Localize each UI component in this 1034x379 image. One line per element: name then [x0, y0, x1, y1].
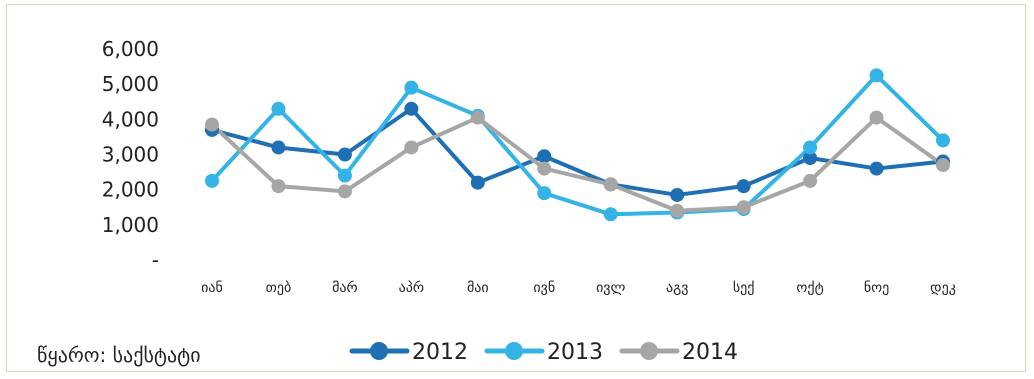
line-chart: - 1,000 2,000 3,000 4,000 5,000 6,000 იან თებ მა…: [37, 37, 956, 367]
legend-label-2012: 2012: [412, 340, 468, 365]
y-tick-label: 2,000: [102, 178, 159, 202]
x-tick-label: იან: [201, 280, 223, 296]
data-point-2013: [537, 186, 552, 201]
data-point-2014: [470, 110, 485, 125]
chart-frame: - 1,000 2,000 3,000 4,000 5,000 6,000 იან თებ მა…: [6, 4, 1026, 372]
data-point-2014: [869, 110, 884, 125]
x-tick-label: დეკ: [930, 280, 956, 296]
y-tick-label: -: [152, 248, 159, 272]
data-point-2013: [205, 173, 219, 188]
data-point-2014: [603, 177, 618, 192]
data-point-2013: [869, 68, 884, 83]
data-point-2012: [404, 101, 419, 116]
y-tick-label: 3,000: [102, 143, 159, 167]
series-points: [205, 68, 950, 222]
x-tick-label: მაი: [467, 280, 489, 296]
legend-label-2013: 2013: [547, 340, 603, 365]
data-point-2014: [537, 161, 552, 176]
data-point-2014: [936, 158, 950, 173]
x-tick-label: ნოე: [864, 280, 889, 296]
data-point-2014: [670, 203, 685, 218]
series-lines: [210, 73, 945, 217]
x-tick-label: აგვ: [666, 280, 688, 296]
data-point-2012: [271, 140, 286, 155]
x-tick-label: მარ: [332, 279, 358, 296]
x-tick-label: ივლ: [596, 280, 625, 296]
x-tick-label: ოქტ: [796, 280, 823, 296]
data-point-2014: [803, 173, 818, 188]
x-tick-label: ივნ: [533, 280, 555, 296]
data-point-2012: [869, 161, 884, 176]
legend-label-2014: 2014: [682, 340, 738, 365]
legend: 2012 2013 2014: [349, 340, 738, 365]
y-axis-ticks: - 1,000 2,000 3,000 4,000 5,000 6,000: [102, 37, 159, 272]
data-point-2013: [803, 140, 818, 155]
data-point-2014: [271, 179, 286, 194]
legend-marker-2014: [640, 342, 658, 360]
x-axis-ticks: იან თებ მარ აპრ მაი ივნ ივლ აგვ სექ ოქტ ნოე დეკ: [201, 279, 956, 296]
x-tick-label: სექ: [733, 280, 755, 296]
legend-marker-2012: [370, 342, 388, 360]
data-point-2014: [337, 184, 352, 199]
data-point-2012: [337, 147, 352, 162]
source-label: წყარო: საქსტატი: [37, 343, 201, 367]
data-point-2013: [603, 207, 618, 222]
data-point-2012: [537, 149, 552, 164]
data-point-2012: [736, 179, 751, 194]
series-line-2012: [210, 106, 945, 197]
series-line-2013: [210, 73, 945, 217]
data-point-2013: [404, 80, 419, 95]
data-point-2014: [205, 117, 219, 132]
x-tick-label: თებ: [266, 280, 292, 296]
legend-marker-2013: [505, 342, 523, 360]
data-point-2014: [404, 140, 419, 155]
data-point-2014: [736, 200, 751, 215]
data-point-2013: [271, 101, 286, 116]
y-tick-label: 5,000: [102, 72, 159, 96]
x-tick-label: აპრ: [399, 279, 424, 296]
data-point-2012: [803, 151, 818, 166]
y-tick-label: 4,000: [102, 107, 159, 131]
data-point-2012: [470, 175, 485, 190]
y-tick-label: 6,000: [102, 37, 159, 61]
y-tick-label: 1,000: [102, 213, 159, 237]
data-point-2013: [936, 133, 950, 148]
data-point-2013: [337, 168, 352, 183]
series-line-2014: [210, 115, 945, 213]
data-point-2012: [670, 187, 685, 202]
